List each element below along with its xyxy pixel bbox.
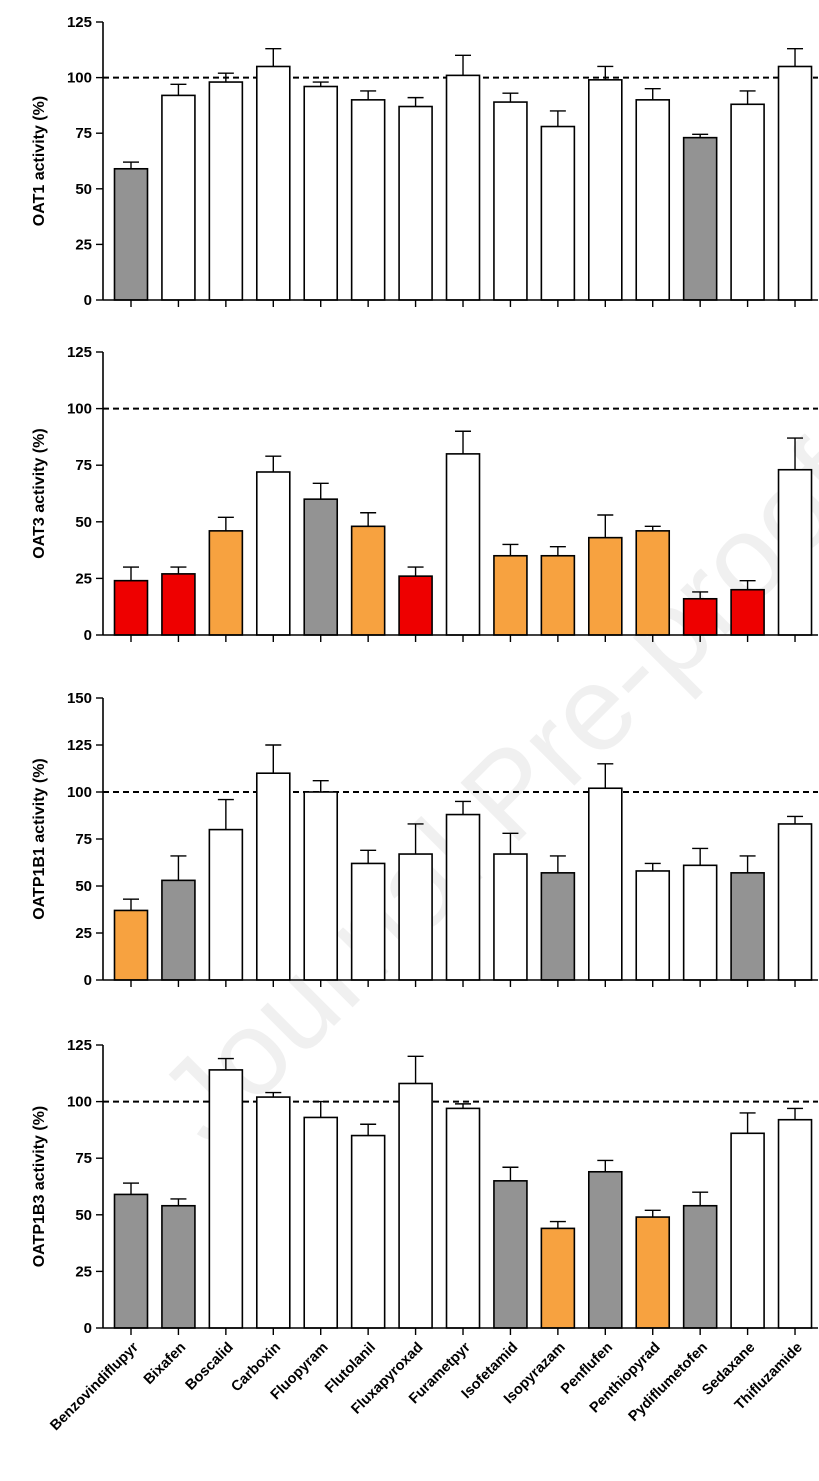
bar-1 bbox=[113, 167, 149, 301]
bar-7 bbox=[398, 1082, 433, 1329]
panel-2: 0 25 50 75 100 125 OAT3 activity (%) bbox=[31, 344, 818, 644]
bar-5 bbox=[303, 1116, 339, 1329]
bar-15 bbox=[777, 1118, 813, 1329]
bar-14 bbox=[730, 103, 765, 301]
y-tick-label-3: 50 bbox=[75, 181, 92, 198]
bar-3 bbox=[208, 81, 244, 301]
bar-7 bbox=[398, 105, 433, 301]
bar-9 bbox=[493, 853, 528, 981]
y-tick-label-1: 0 bbox=[84, 1320, 92, 1337]
bar-13 bbox=[682, 1204, 718, 1329]
y-tick-label-5: 100 bbox=[67, 1094, 92, 1111]
bar-13 bbox=[682, 136, 718, 301]
y-tick-label-1: 0 bbox=[84, 972, 92, 989]
bar-6 bbox=[350, 1134, 386, 1329]
bar-11 bbox=[587, 79, 623, 301]
bar-11 bbox=[587, 1170, 623, 1329]
y-tick-label-4: 75 bbox=[75, 457, 92, 474]
bar-13 bbox=[682, 597, 718, 636]
panel-3: 0 25 50 75 100 125 150 OATP1B1 activity (%) bbox=[31, 690, 818, 989]
bar-2 bbox=[161, 1204, 196, 1329]
bar-15 bbox=[777, 823, 813, 981]
bar-6 bbox=[350, 99, 386, 301]
panel-4: 0 25 50 75 100 125 OATP1B3 activity (%) Benzovi… bbox=[31, 1037, 818, 1434]
bar-9 bbox=[493, 1180, 528, 1329]
y-tick-label-6: 125 bbox=[67, 737, 92, 754]
bar-1 bbox=[113, 1193, 149, 1329]
bar-4 bbox=[255, 772, 291, 981]
y-tick-label-4: 75 bbox=[75, 1150, 92, 1167]
y-tick-label-3: 50 bbox=[75, 514, 92, 531]
bar-9 bbox=[493, 554, 528, 636]
y-tick-label-1: 0 bbox=[84, 627, 92, 644]
y-tick-label-2: 25 bbox=[75, 570, 92, 587]
y-tick-label-4: 75 bbox=[75, 831, 92, 848]
bar-4 bbox=[255, 471, 291, 636]
bar-3 bbox=[208, 530, 244, 636]
bar-12 bbox=[635, 870, 671, 981]
y-tick-label-5: 100 bbox=[67, 70, 92, 87]
bar-13 bbox=[682, 864, 718, 981]
bar-7 bbox=[398, 853, 433, 981]
bar-15 bbox=[777, 65, 813, 301]
y-axis-label: OAT3 activity (%) bbox=[31, 428, 48, 558]
y-tick-label-6: 125 bbox=[67, 344, 92, 361]
bar-6 bbox=[350, 862, 386, 981]
y-tick-label-2: 25 bbox=[75, 925, 92, 942]
bar-2 bbox=[161, 94, 196, 301]
y-tick-label-7: 150 bbox=[67, 690, 92, 707]
bar-8 bbox=[445, 453, 481, 636]
bar-11 bbox=[587, 536, 623, 636]
bar-8 bbox=[445, 1107, 481, 1329]
bar-5 bbox=[303, 498, 339, 636]
bar-2 bbox=[161, 573, 196, 636]
y-tick-label-6: 125 bbox=[67, 1037, 92, 1054]
bar-10 bbox=[540, 554, 576, 636]
panel-1: 0 25 50 75 100 125 OAT1 activity (%) bbox=[31, 14, 818, 309]
bar-10 bbox=[540, 872, 576, 981]
bar-1 bbox=[113, 909, 149, 981]
y-tick-label-2: 25 bbox=[75, 1263, 92, 1280]
category-label-2: Bixafen bbox=[141, 1340, 189, 1388]
bar-8 bbox=[445, 813, 481, 981]
y-tick-label-4: 75 bbox=[75, 125, 92, 142]
bar-12 bbox=[635, 99, 671, 301]
bar-14 bbox=[730, 588, 765, 636]
bar-15 bbox=[777, 468, 813, 636]
y-axis-label: OATP1B1 activity (%) bbox=[31, 758, 48, 920]
y-tick-label-5: 100 bbox=[67, 401, 92, 418]
bar-14 bbox=[730, 872, 765, 981]
bar-4 bbox=[255, 65, 291, 301]
bar-6 bbox=[350, 525, 386, 636]
bar-10 bbox=[540, 1227, 576, 1329]
category-label-1: Benzovindiflupyr bbox=[47, 1339, 142, 1434]
bar-5 bbox=[303, 791, 339, 981]
y-tick-label-1: 0 bbox=[84, 292, 92, 309]
bar-9 bbox=[493, 101, 528, 301]
bar-4 bbox=[255, 1096, 291, 1329]
bar-3 bbox=[208, 828, 244, 981]
bar-3 bbox=[208, 1069, 244, 1329]
bar-14 bbox=[730, 1132, 765, 1329]
y-tick-label-3: 50 bbox=[75, 1207, 92, 1224]
bar-2 bbox=[161, 879, 196, 981]
y-tick-label-3: 50 bbox=[75, 878, 92, 895]
y-tick-label-5: 100 bbox=[67, 784, 92, 801]
bar-12 bbox=[635, 530, 671, 636]
bar-5 bbox=[303, 85, 339, 301]
bar-1 bbox=[113, 579, 149, 636]
y-axis-label: OATP1B3 activity (%) bbox=[31, 1106, 48, 1268]
bar-7 bbox=[398, 575, 433, 636]
bar-10 bbox=[540, 125, 576, 301]
bar-11 bbox=[587, 787, 623, 981]
y-axis-label: OAT1 activity (%) bbox=[31, 96, 48, 226]
y-tick-label-6: 125 bbox=[67, 14, 92, 31]
bar-12 bbox=[635, 1216, 671, 1329]
y-tick-label-2: 25 bbox=[75, 236, 92, 253]
bar-8 bbox=[445, 74, 481, 301]
